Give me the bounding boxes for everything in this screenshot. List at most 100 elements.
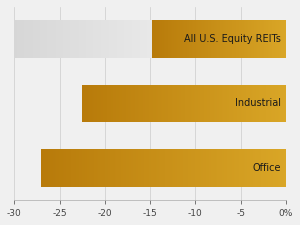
Bar xyxy=(268,20,269,58)
Bar xyxy=(200,20,201,58)
Bar xyxy=(97,20,98,58)
Bar xyxy=(198,149,200,187)
Bar xyxy=(179,20,180,58)
Bar xyxy=(208,20,209,58)
Bar xyxy=(238,20,239,58)
Bar xyxy=(36,20,37,58)
Bar xyxy=(38,20,39,58)
Bar xyxy=(257,20,258,58)
Bar xyxy=(242,149,244,187)
Bar xyxy=(136,149,138,187)
Bar xyxy=(229,149,230,187)
Bar xyxy=(274,20,275,58)
Bar xyxy=(31,20,32,58)
Bar xyxy=(89,149,90,187)
Bar xyxy=(155,20,156,58)
Bar xyxy=(243,20,244,58)
Bar xyxy=(82,20,83,58)
Bar xyxy=(76,149,77,187)
Bar xyxy=(77,20,78,58)
Bar xyxy=(95,20,96,58)
Bar xyxy=(278,85,279,122)
Bar xyxy=(28,20,29,58)
Bar xyxy=(169,85,170,122)
Bar xyxy=(245,149,247,187)
Bar xyxy=(237,149,238,187)
Bar xyxy=(44,20,45,58)
Bar xyxy=(172,20,173,58)
Bar xyxy=(240,85,241,122)
Bar xyxy=(19,20,20,58)
Bar xyxy=(187,20,188,58)
Bar xyxy=(242,85,244,122)
Bar xyxy=(111,85,112,122)
Bar xyxy=(193,149,195,187)
Bar xyxy=(140,20,141,58)
Bar xyxy=(283,85,284,122)
Bar xyxy=(190,20,191,58)
Bar xyxy=(194,85,195,122)
Bar xyxy=(57,20,58,58)
Bar xyxy=(170,85,172,122)
Bar xyxy=(247,85,248,122)
Bar xyxy=(201,20,202,58)
Bar xyxy=(108,149,110,187)
Bar xyxy=(106,149,108,187)
Bar xyxy=(206,85,207,122)
Bar xyxy=(203,149,204,187)
Bar xyxy=(101,20,102,58)
Bar xyxy=(204,85,206,122)
Bar xyxy=(174,20,175,58)
Bar xyxy=(118,20,119,58)
Bar xyxy=(261,149,263,187)
Bar xyxy=(196,85,198,122)
Bar xyxy=(61,149,63,187)
Bar xyxy=(190,149,191,187)
Bar xyxy=(192,85,194,122)
Bar xyxy=(188,149,190,187)
Bar xyxy=(109,20,110,58)
Bar xyxy=(24,20,25,58)
Bar xyxy=(212,149,214,187)
Bar xyxy=(117,20,118,58)
Bar xyxy=(137,20,138,58)
Bar xyxy=(230,149,232,187)
Bar xyxy=(170,20,171,58)
Bar xyxy=(275,85,276,122)
Bar xyxy=(160,20,161,58)
Bar xyxy=(251,20,252,58)
Bar xyxy=(39,20,40,58)
Bar xyxy=(71,20,72,58)
Bar xyxy=(161,20,162,58)
Bar xyxy=(92,20,93,58)
Bar xyxy=(83,20,84,58)
Bar xyxy=(94,85,96,122)
Bar xyxy=(271,20,272,58)
Bar xyxy=(90,20,92,58)
Bar xyxy=(183,149,185,187)
Bar xyxy=(89,20,90,58)
Bar xyxy=(214,149,216,187)
Bar xyxy=(258,20,259,58)
Bar xyxy=(220,20,221,58)
Bar xyxy=(261,85,263,122)
Bar xyxy=(160,149,162,187)
Bar xyxy=(97,149,98,187)
Bar xyxy=(84,85,85,122)
Bar xyxy=(165,149,167,187)
Bar xyxy=(35,20,36,58)
Bar xyxy=(204,149,206,187)
Bar xyxy=(21,20,22,58)
Bar xyxy=(282,85,283,122)
Bar xyxy=(116,85,118,122)
Bar xyxy=(265,20,266,58)
Bar xyxy=(212,85,214,122)
Bar xyxy=(108,85,110,122)
Bar xyxy=(159,149,161,187)
Bar xyxy=(255,20,256,58)
Bar xyxy=(245,85,247,122)
Bar xyxy=(134,20,135,58)
Bar xyxy=(245,20,246,58)
Bar xyxy=(120,20,121,58)
Bar xyxy=(123,20,124,58)
